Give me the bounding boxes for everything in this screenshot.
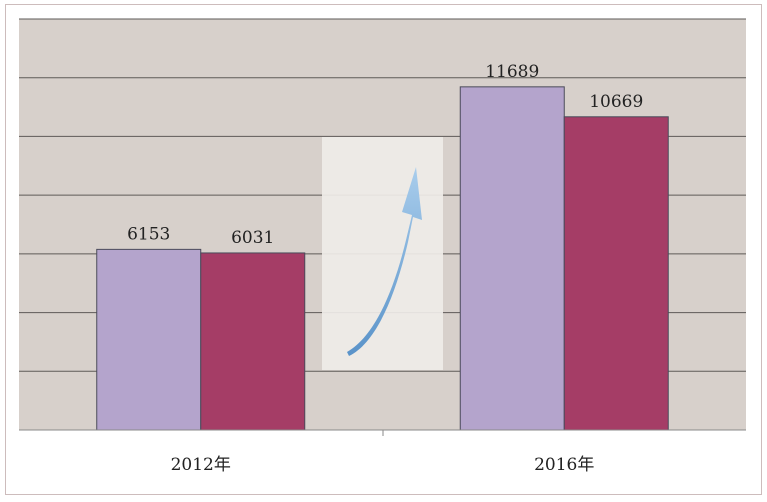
data-label: 10669: [589, 92, 643, 112]
bar: [459, 86, 565, 431]
category-labels: 2012年 2016年: [171, 455, 595, 475]
bar: [200, 252, 306, 431]
value-labels: 6153 6031 11689 10669: [127, 62, 643, 248]
bar: [96, 248, 202, 431]
x-tick-label: 2012年: [171, 455, 231, 475]
data-label: 6153: [127, 224, 170, 244]
data-label: 11689: [485, 62, 539, 82]
upward-arrow-icon: [322, 137, 443, 370]
x-tick-label: 2016年: [534, 455, 594, 475]
bar: [563, 116, 669, 431]
data-label: 6031: [231, 228, 274, 248]
